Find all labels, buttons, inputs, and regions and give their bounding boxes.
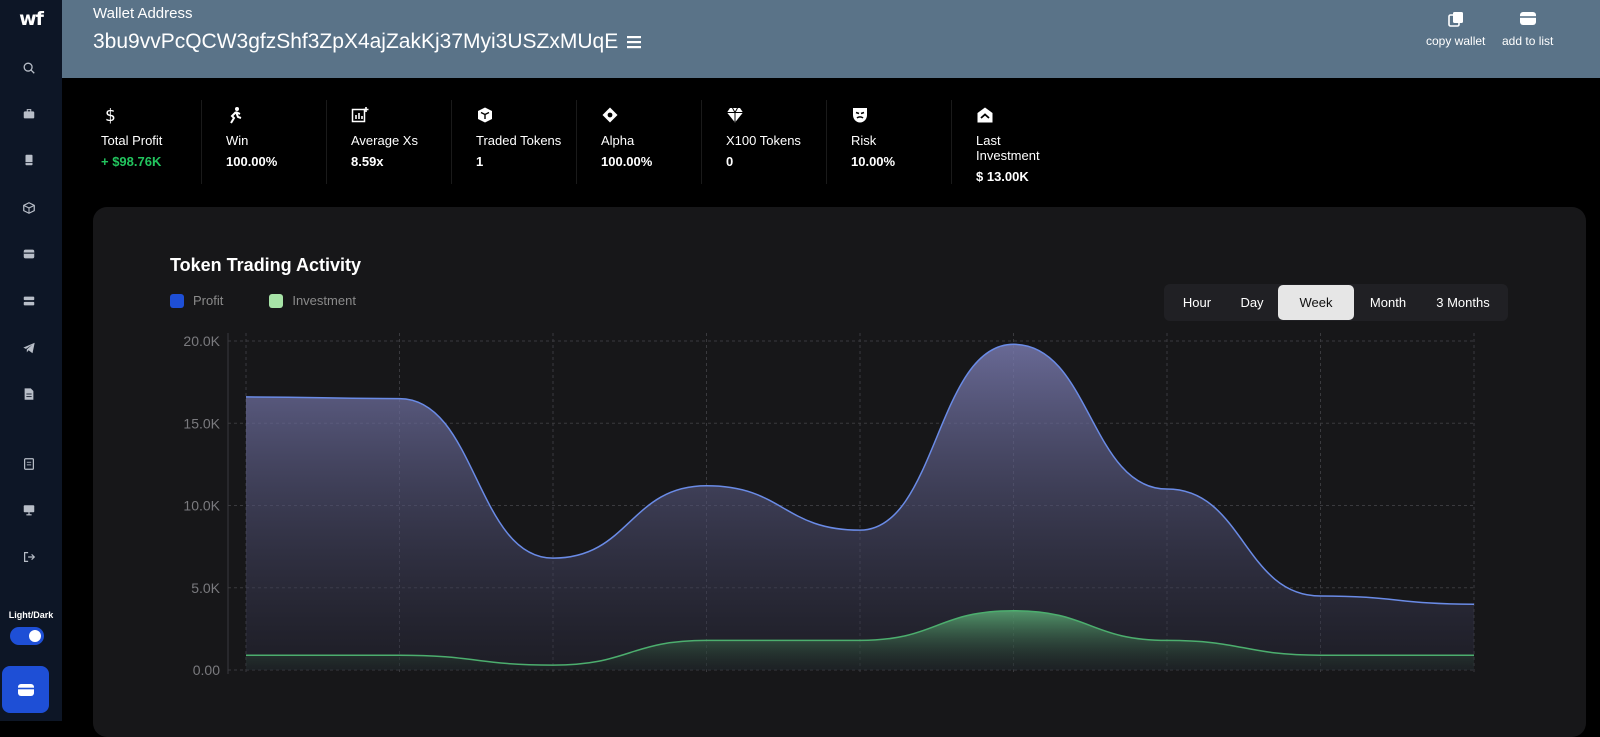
document-icon[interactable] <box>19 384 39 404</box>
stat-label: Last Investment <box>976 133 1065 163</box>
menu-icon[interactable] <box>626 35 642 49</box>
diamond-dot-icon <box>601 106 690 126</box>
wallet-address: 3bu9vvPcQCW3gfzShf3ZpX4ajZakKj37Myi3USZx… <box>93 30 642 54</box>
add-list-wallet-icon <box>1518 10 1538 28</box>
mask-icon <box>851 106 940 126</box>
layers-icon[interactable] <box>19 291 39 311</box>
theme-toggle-label: Light/Dark <box>0 610 62 620</box>
gem-icon <box>726 106 815 126</box>
search-icon[interactable] <box>19 58 39 78</box>
sidebar: wf Light/Dark <box>0 0 62 721</box>
stats-bar: $ Total Profit + $98.76K Win 100.00% Ave… <box>62 100 1600 184</box>
stat-total-profit: $ Total Profit + $98.76K <box>62 100 190 184</box>
stat-label: Win <box>226 133 315 148</box>
wallet-address-label: Wallet Address <box>93 5 193 22</box>
runner-icon <box>226 106 315 126</box>
add-to-list-label: add to list <box>1502 34 1553 48</box>
receipt-icon[interactable] <box>19 454 39 474</box>
copy-wallet-button[interactable]: copy wallet <box>1426 10 1485 48</box>
stat-value: 0 <box>726 154 815 169</box>
stat-label: Risk <box>851 133 940 148</box>
y-tick-label: 20.0K <box>183 333 220 349</box>
stat-value: 100.00% <box>226 154 315 169</box>
copy-wallet-label: copy wallet <box>1426 34 1485 48</box>
stat-value: + $98.76K <box>101 154 190 169</box>
briefcase-icon[interactable] <box>19 104 39 124</box>
book-icon[interactable] <box>19 150 39 170</box>
wallet-button[interactable] <box>2 666 49 713</box>
stat-alpha: Alpha 100.00% <box>562 100 690 184</box>
y-tick-label: 15.0K <box>183 415 220 431</box>
trading-activity-chart: 0.00 5.0K 10.0K 15.0K 20.0K <box>93 207 1586 721</box>
stat-risk: Risk 10.00% <box>812 100 940 184</box>
stat-average-xs: Average Xs 8.59x <box>312 100 440 184</box>
token-icon <box>476 106 565 126</box>
wallet-address-text[interactable]: 3bu9vvPcQCW3gfzShf3ZpX4ajZakKj37Myi3USZx… <box>93 30 618 54</box>
y-axis-labels: 0.00 5.0K 10.0K 15.0K 20.0K <box>183 333 220 678</box>
stat-value: 1 <box>476 154 565 169</box>
add-to-list-button[interactable]: add to list <box>1502 10 1553 48</box>
copy-icon <box>1447 10 1465 28</box>
stat-last-investment: Last Investment $ 13.00K <box>937 100 1065 184</box>
chart-plus-icon <box>351 106 440 126</box>
stat-x100-tokens: X100 Tokens 0 <box>687 100 815 184</box>
stat-label: Total Profit <box>101 133 190 148</box>
svg-text:$: $ <box>105 106 116 124</box>
app-logo[interactable]: wf <box>19 8 43 28</box>
shield-house-icon <box>976 106 1065 126</box>
stat-label: Average Xs <box>351 133 440 148</box>
stat-label: Traded Tokens <box>476 133 565 148</box>
stat-value: 10.00% <box>851 154 940 169</box>
logout-icon[interactable] <box>19 547 39 567</box>
y-tick-label: 0.00 <box>193 662 220 678</box>
wallet-icon <box>16 680 36 700</box>
stat-value: 8.59x <box>351 154 440 169</box>
y-tick-label: 5.0K <box>191 580 220 596</box>
stat-win: Win 100.00% <box>187 100 315 184</box>
cube-icon[interactable] <box>19 198 39 218</box>
stat-label: Alpha <box>601 133 690 148</box>
dollar-icon: $ <box>101 106 190 126</box>
stat-value: 100.00% <box>601 154 690 169</box>
stat-traded-tokens: Traded Tokens 1 <box>437 100 565 184</box>
theme-toggle[interactable] <box>10 627 44 645</box>
chart-card: Token Trading Activity Profit Investment… <box>93 207 1586 737</box>
card-icon[interactable] <box>19 244 39 264</box>
stat-value: $ 13.00K <box>976 169 1065 184</box>
monitor-icon[interactable] <box>19 500 39 520</box>
y-tick-label: 10.0K <box>183 498 220 514</box>
telegram-icon[interactable] <box>19 338 39 358</box>
wallet-header: Wallet Address 3bu9vvPcQCW3gfzShf3ZpX4aj… <box>62 0 1600 78</box>
stat-label: X100 Tokens <box>726 133 815 148</box>
toggle-knob <box>29 630 41 642</box>
